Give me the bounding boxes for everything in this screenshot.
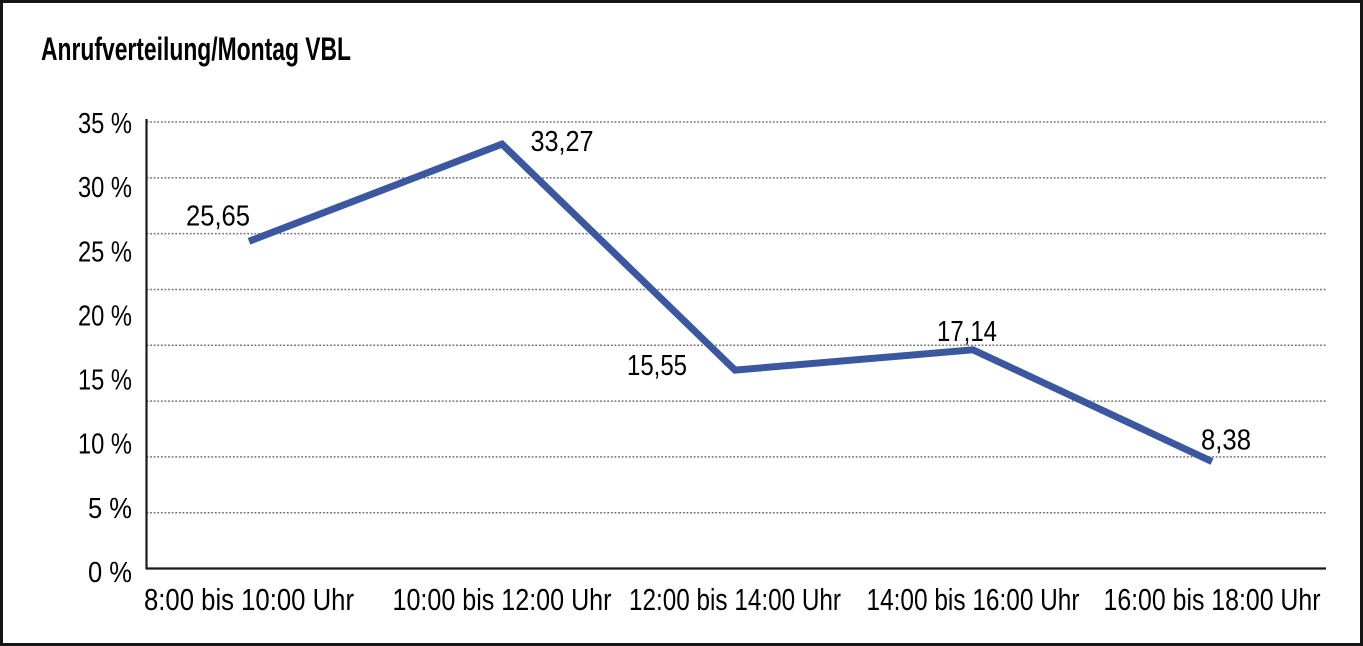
plot-area: 35 % 30 % 25 % 20 % 15 % 10 % 5 % 0 % 8:00 bis 1…: [78, 108, 1326, 617]
x-axis-tick-label: 14:00 bis 16:00 Uhr: [867, 582, 1080, 617]
x-axis-tick-label: 10:00 bis 12:00 Uhr: [393, 582, 612, 617]
data-point-label: 8,38: [1201, 425, 1251, 457]
line-chart: Anrufverteilung/Montag VBL 35 % 30 % 25 % 2…: [41, 31, 1326, 617]
y-axis-tick-label: 35 %: [78, 108, 132, 140]
data-point-label: 15,55: [627, 350, 687, 382]
x-axis-tick-label: 16:00 bis 18:00 Uhr: [1104, 582, 1321, 617]
chart-title: Anrufverteilung/Montag VBL: [41, 31, 351, 67]
y-axis-tick-label: 0 %: [88, 557, 132, 589]
x-axis-tick-label: 8:00 bis 10:00 Uhr: [144, 582, 354, 617]
y-axis-tick-label: 5 %: [88, 493, 132, 525]
x-axis-tick-label: 12:00 bis 14:00 Uhr: [629, 582, 841, 617]
series-line: [247, 140, 1214, 465]
data-point-label: 17,14: [937, 316, 997, 348]
y-axis-tick-label: 15 %: [78, 365, 132, 397]
data-point-label: 33,27: [531, 126, 594, 158]
data-point-label: 25,65: [186, 200, 250, 232]
y-axis-tick-label: 10 %: [78, 429, 132, 461]
y-axis-tick-label: 20 %: [78, 300, 132, 332]
y-axis-tick-label: 30 %: [78, 172, 132, 204]
y-axis-tick-label: 25 %: [78, 236, 132, 268]
